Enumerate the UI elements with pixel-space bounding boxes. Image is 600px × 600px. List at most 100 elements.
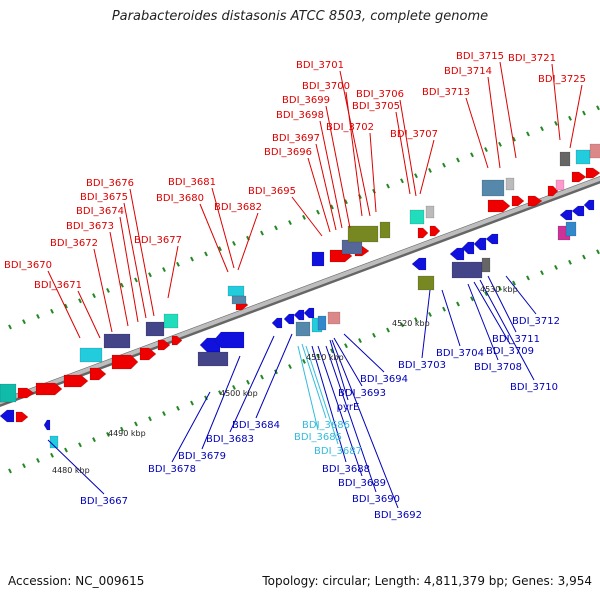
forward-gene-arrow — [425, 205, 435, 219]
gene-label: BDI_3704 — [436, 348, 484, 359]
tick-mark — [176, 261, 180, 267]
tick-mark — [36, 458, 40, 463]
tick-mark — [414, 317, 418, 323]
forward-gene-arrow — [555, 179, 565, 191]
tick-mark — [288, 364, 292, 370]
tick-mark — [456, 301, 460, 307]
leader-line — [325, 345, 377, 493]
tick-mark — [106, 431, 110, 437]
tick-mark — [246, 379, 250, 385]
tick-mark — [36, 314, 40, 319]
tick-mark — [8, 468, 12, 474]
tick-mark — [50, 452, 54, 458]
leader-line — [441, 289, 461, 347]
forward-gene-arrow — [429, 225, 441, 237]
leader-line — [47, 439, 105, 495]
leader-line — [211, 187, 235, 269]
gene-label: BDI_3696 — [264, 147, 312, 158]
reverse-gene-arrow — [473, 237, 487, 251]
accession-text: Accession: NC_009615 — [8, 574, 145, 588]
tick-mark — [106, 287, 110, 293]
tick-mark — [498, 141, 502, 147]
gene-label: BDI_3710 — [510, 382, 558, 393]
reverse-gene-arrow — [583, 199, 595, 211]
gene-label: BDI_3713 — [422, 87, 470, 98]
map-title: Parabacteroides distasonis ATCC 8503, co… — [111, 9, 489, 24]
tick-mark — [386, 327, 390, 333]
reverse-gene-arrow — [49, 435, 59, 449]
scale-label: 4490 kbp — [108, 429, 146, 438]
tick-mark — [64, 447, 68, 453]
gene-label: BDI_3671 — [34, 280, 82, 291]
forward-gene-arrow — [35, 382, 63, 396]
tick-mark — [540, 126, 544, 132]
gene-label: BDI_3694 — [360, 374, 408, 385]
gene-label: BDI_3721 — [508, 53, 556, 64]
tick-mark — [22, 319, 26, 325]
gene-label: BDI_3681 — [168, 177, 216, 188]
tick-mark — [120, 426, 124, 432]
reverse-gene-arrow — [485, 233, 499, 245]
tick-mark — [554, 265, 558, 270]
gene-label: BDI_3678 — [148, 464, 196, 475]
tick-mark — [148, 416, 152, 422]
leader-line — [315, 143, 337, 231]
tick-mark — [148, 272, 152, 278]
tick-mark — [596, 105, 600, 111]
tick-mark — [596, 249, 600, 255]
forward-gene-arrow — [157, 339, 171, 351]
tick-mark — [400, 322, 404, 328]
tick-mark — [190, 256, 194, 262]
genome-backbone — [0, 176, 600, 405]
leader-line — [119, 216, 139, 323]
leader-line — [399, 99, 417, 197]
gene-label: BDI_3708 — [474, 362, 522, 373]
leader-line — [297, 345, 319, 431]
gene-label: BDI_3695 — [248, 186, 296, 197]
leader-line — [479, 279, 535, 381]
forward-gene-arrow — [505, 177, 515, 191]
leader-line — [473, 281, 511, 345]
forward-gene-arrow — [379, 221, 391, 239]
reverse-gene-arrow — [317, 315, 327, 331]
forward-gene-arrow — [571, 171, 587, 183]
gene-label: BDI_3705 — [352, 101, 400, 112]
tick-mark — [470, 152, 474, 158]
gene-label: BDI_3690 — [352, 494, 400, 505]
scale-label: 4480 kbp — [52, 466, 90, 475]
tick-mark — [78, 298, 82, 304]
scale-label: 4500 kbp — [220, 389, 258, 398]
leader-line — [255, 333, 293, 419]
reverse-gene-arrow — [565, 221, 577, 237]
gene-label: BDI_3679 — [178, 451, 226, 462]
leader-line — [305, 345, 339, 445]
forward-gene-arrow — [163, 313, 179, 329]
tick-mark — [400, 178, 404, 184]
tick-mark — [344, 343, 348, 349]
tick-mark — [316, 353, 320, 359]
tick-mark — [442, 306, 446, 312]
leader-line — [201, 355, 241, 450]
tick-mark — [162, 411, 166, 416]
leader-line — [229, 335, 275, 433]
tick-mark — [568, 115, 572, 121]
leader-line — [129, 188, 155, 317]
leader-line — [551, 63, 561, 141]
tick-mark — [582, 254, 586, 260]
reverse-gene-arrow — [197, 351, 229, 367]
forward-gene-arrow — [547, 185, 559, 197]
gene-label: pyrE — [337, 402, 360, 413]
reverse-gene-arrow — [295, 321, 311, 337]
forward-gene-arrow — [311, 251, 325, 267]
gene-label: BDI_3712 — [512, 316, 560, 327]
leader-line — [505, 275, 537, 315]
gene-label: BDI_3673 — [66, 221, 114, 232]
forward-gene-arrow — [575, 149, 591, 165]
leader-line — [421, 289, 431, 359]
gene-label: BDI_3684 — [232, 420, 280, 431]
forward-gene-arrow — [487, 199, 511, 213]
tick-mark — [204, 251, 208, 257]
gene-label: BDI_3689 — [338, 478, 386, 489]
reverse-gene-arrow — [571, 205, 585, 217]
leader-line — [317, 345, 363, 477]
